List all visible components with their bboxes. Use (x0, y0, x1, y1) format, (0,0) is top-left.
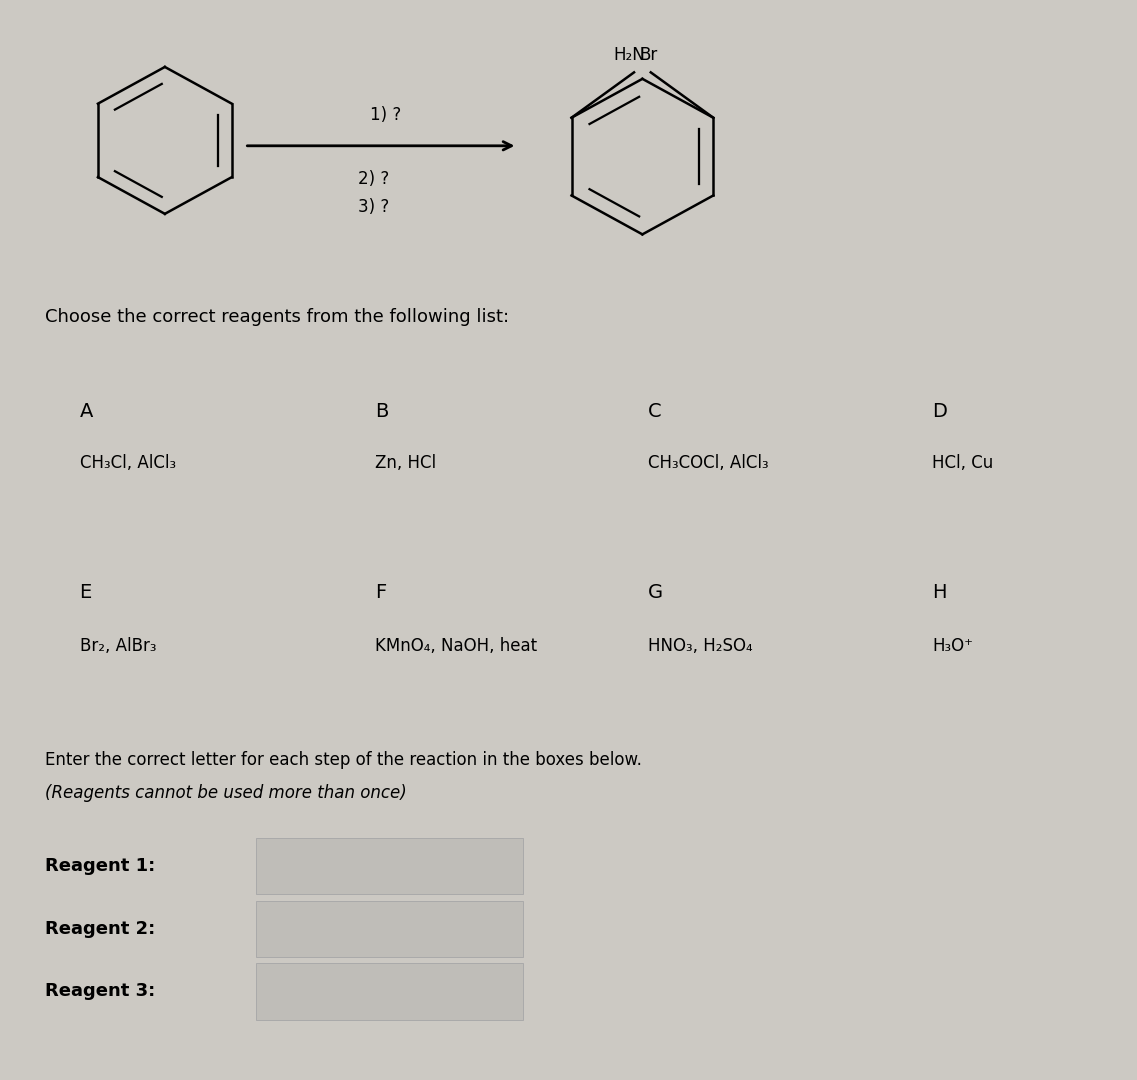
Text: H: H (932, 583, 947, 603)
Text: Enter the correct letter for each step of the reaction in the boxes below.: Enter the correct letter for each step o… (45, 751, 642, 769)
Text: B: B (375, 402, 389, 421)
Text: Zn, HCl: Zn, HCl (375, 454, 437, 472)
Bar (256, 838, 523, 894)
Text: Reagent 2:: Reagent 2: (45, 920, 156, 937)
Text: Choose the correct reagents from the following list:: Choose the correct reagents from the fol… (45, 308, 509, 326)
Text: F: F (375, 583, 387, 603)
Text: E: E (80, 583, 92, 603)
Text: Reagent 3:: Reagent 3: (45, 983, 156, 1000)
Text: CH₃Cl, AlCl₃: CH₃Cl, AlCl₃ (80, 454, 176, 472)
Text: Br: Br (640, 45, 658, 64)
Text: 3) ?: 3) ? (358, 198, 389, 216)
Text: D: D (932, 402, 947, 421)
Text: H₂N: H₂N (613, 45, 645, 64)
Text: Br₂, AlBr₃: Br₂, AlBr₃ (80, 637, 156, 656)
Text: HCl, Cu: HCl, Cu (932, 454, 994, 472)
Text: CH₃COCl, AlCl₃: CH₃COCl, AlCl₃ (648, 454, 769, 472)
Bar (256, 901, 523, 957)
Text: KMnO₄, NaOH, heat: KMnO₄, NaOH, heat (375, 637, 538, 656)
Text: C: C (648, 402, 662, 421)
Text: 2) ?: 2) ? (358, 170, 389, 188)
Text: G: G (648, 583, 663, 603)
Text: Reagent 1:: Reagent 1: (45, 858, 156, 875)
Bar (256, 963, 523, 1020)
Text: 1) ?: 1) ? (370, 106, 400, 124)
Text: A: A (80, 402, 93, 421)
Text: HNO₃, H₂SO₄: HNO₃, H₂SO₄ (648, 637, 753, 656)
Text: (Reagents cannot be used more than once): (Reagents cannot be used more than once) (45, 784, 407, 802)
Text: H₃O⁺: H₃O⁺ (932, 637, 973, 656)
